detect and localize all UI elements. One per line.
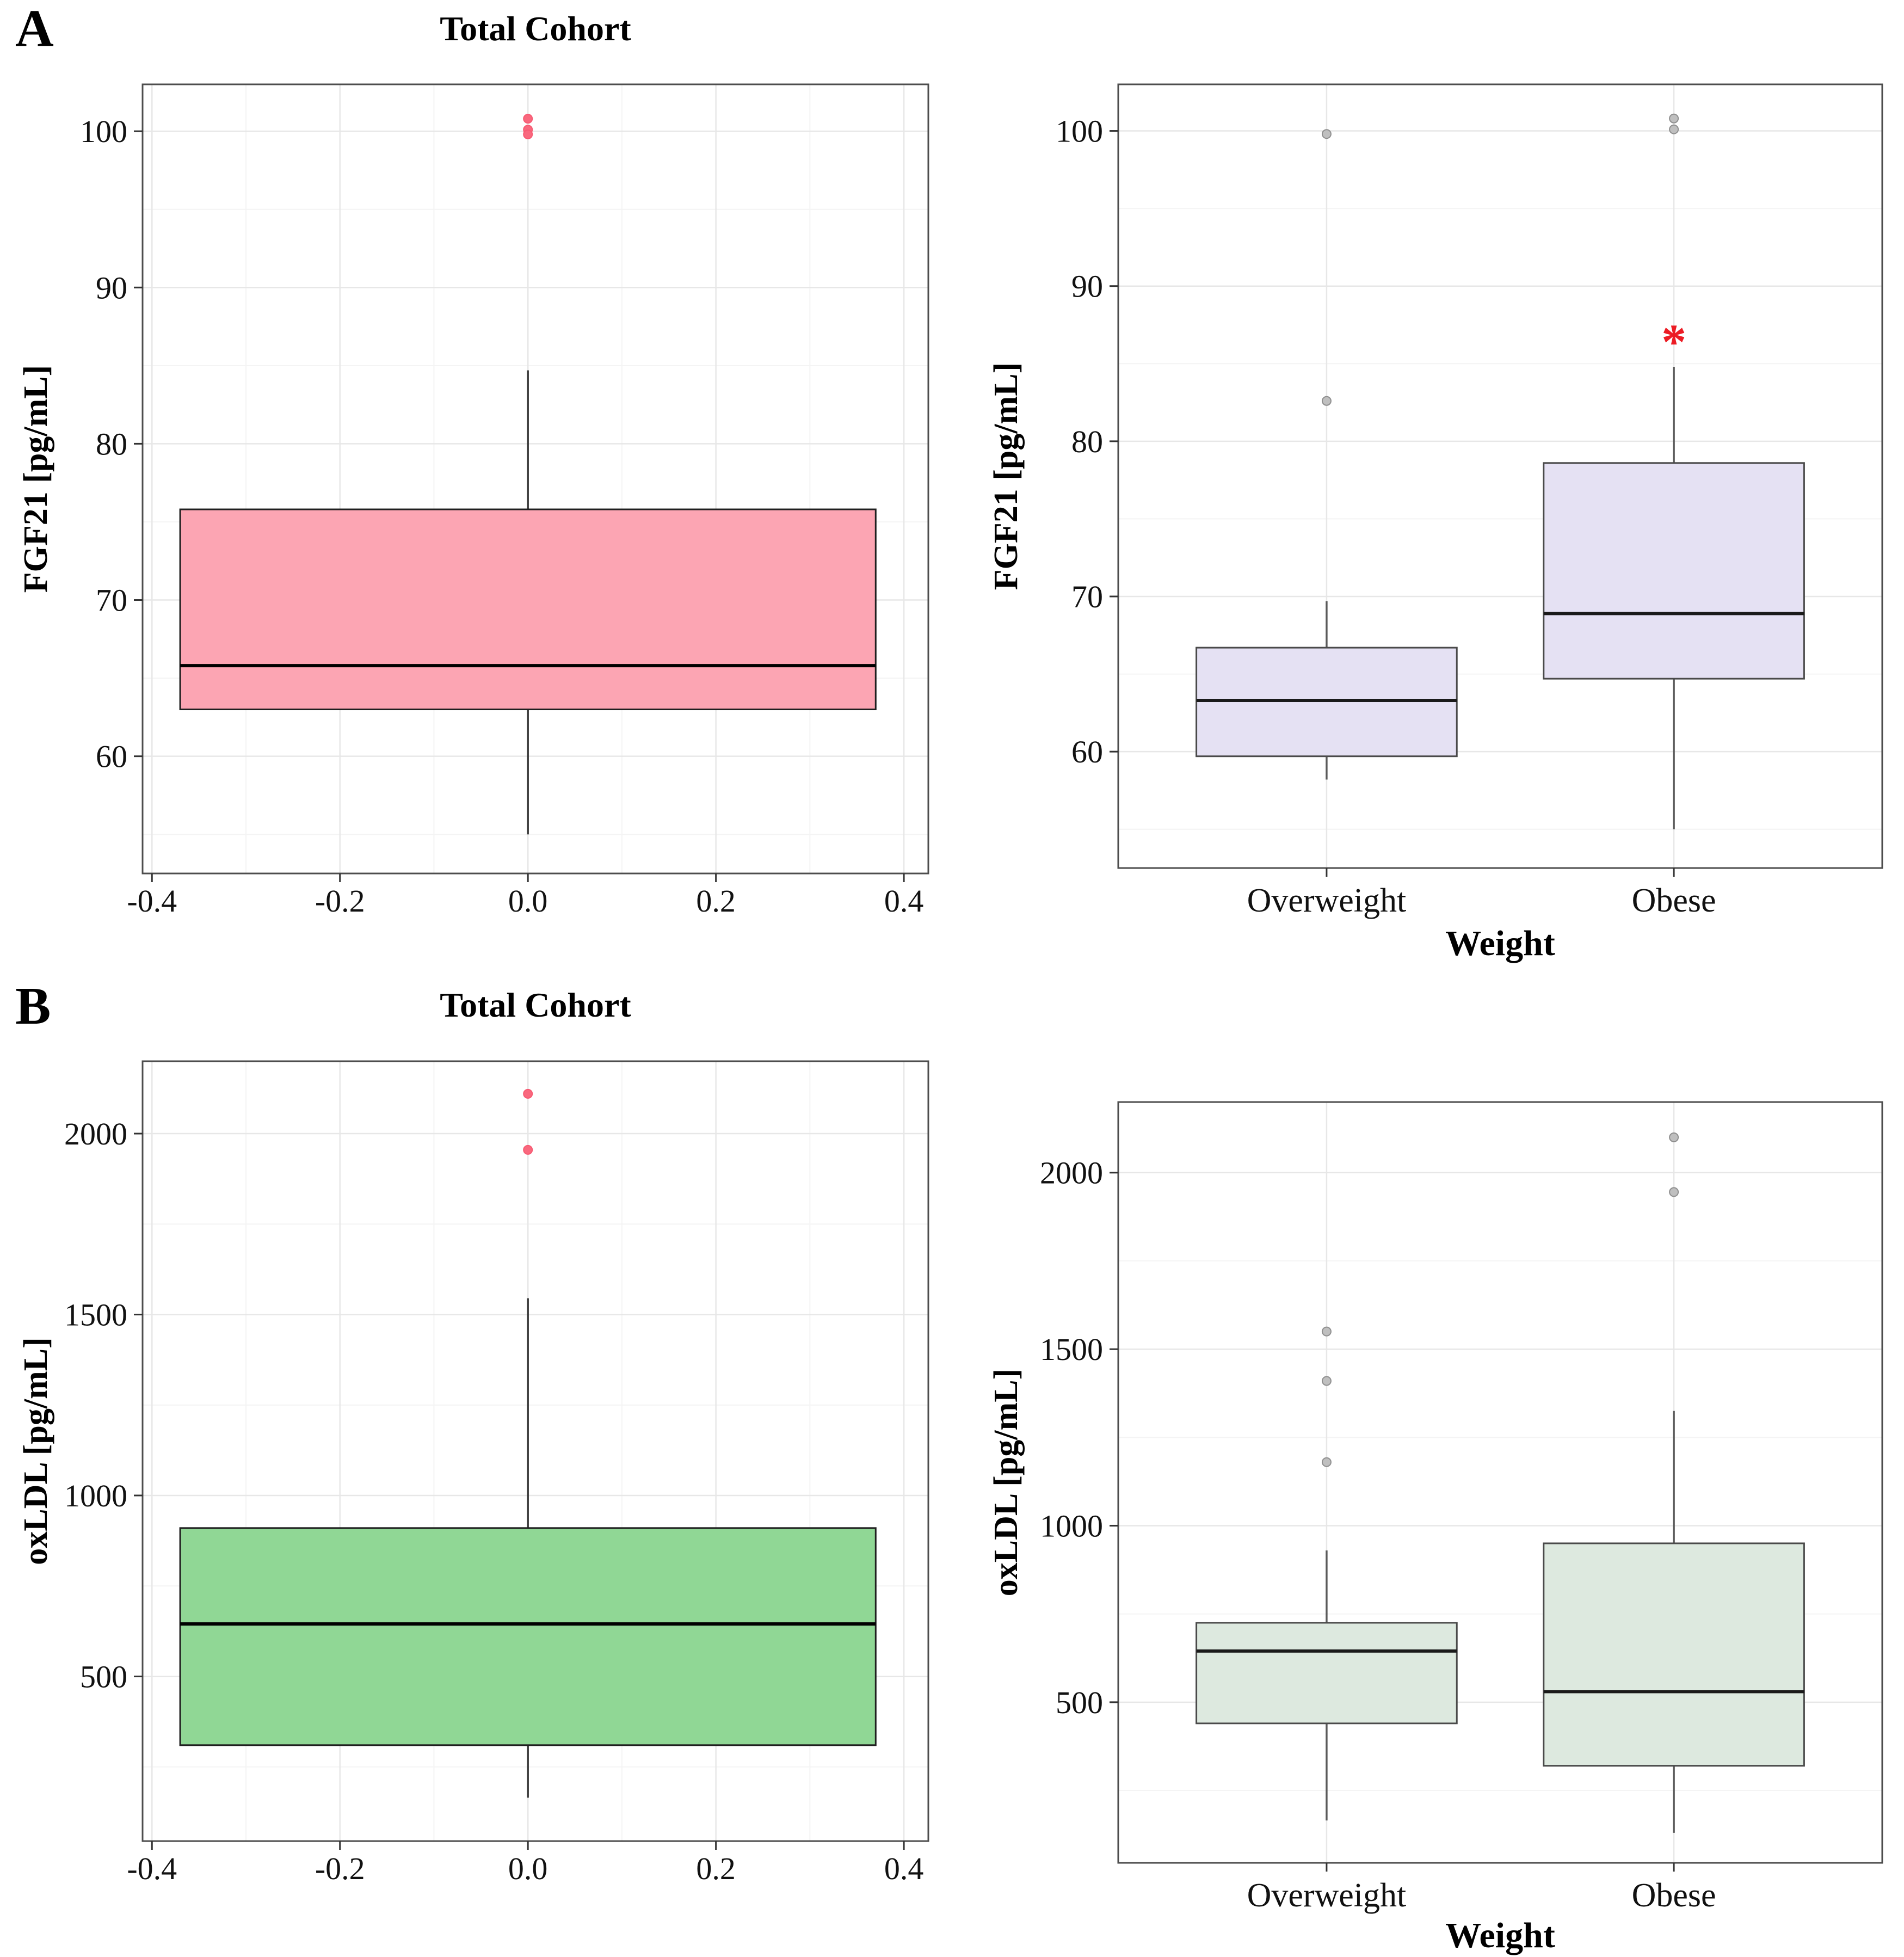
x-tick-label: 0.2 xyxy=(696,1851,736,1886)
y-tick-label: 70 xyxy=(1071,579,1103,614)
y-tick-label: 90 xyxy=(1071,269,1103,304)
y-tick-label: 80 xyxy=(96,426,127,461)
y-tick-label: 500 xyxy=(80,1659,127,1694)
boxplot-obese xyxy=(1543,1132,1805,1833)
boxplot-total-cohort xyxy=(179,114,877,835)
y-tick-label: 1000 xyxy=(64,1478,127,1513)
x-tick-label: -0.4 xyxy=(127,1851,177,1886)
outlier-point xyxy=(523,1088,533,1099)
panel-b-label: B xyxy=(15,977,51,1036)
x-category-label: Overweight xyxy=(1247,1877,1407,1914)
x-tick-label: 0.4 xyxy=(884,883,924,919)
oxldl-total-cohort-boxplot: 500 1000 1500 2000 -0.4 -0.2 0.0 0.2 0.4 oxLDL [p… xyxy=(17,1060,929,1886)
outlier-point xyxy=(1321,1326,1332,1337)
iqr-box xyxy=(1543,1542,1805,1767)
fgf21-total-cohort-boxplot: 60 70 80 90 100 -0.4 -0.2 0.0 0.2 0.4 FGF21 [pg/mL… xyxy=(17,83,929,919)
y-tick-label: 1000 xyxy=(1040,1508,1103,1543)
x-tick-label: 0.0 xyxy=(508,1851,548,1886)
y-tick-label: 500 xyxy=(1056,1685,1103,1720)
iqr-box xyxy=(1543,462,1805,680)
plot-title-oxldl-total: Total Cohort xyxy=(440,986,631,1024)
y-axis-title: oxLDL [pg/mL] xyxy=(988,1369,1025,1597)
boxplot-overweight xyxy=(1196,1326,1458,1821)
outlier-point xyxy=(1321,396,1332,406)
outlier-point xyxy=(1321,1457,1332,1467)
y-tick-label: 100 xyxy=(80,114,127,149)
x-axis-title: Weight xyxy=(1445,924,1555,963)
y-axis-title: FGF21 [pg/mL] xyxy=(17,365,54,593)
oxldl-total-cohort: 500 1000 1500 2000 -0.4 -0.2 0.0 0.2 0.4 oxLDL [p… xyxy=(17,1060,929,1886)
iqr-box xyxy=(1196,1622,1458,1725)
outlier-point xyxy=(1669,1132,1679,1142)
plot-title-fgf21-total: Total Cohort xyxy=(440,9,631,48)
outlier-point xyxy=(1669,124,1679,134)
outlier-point xyxy=(1669,1187,1679,1197)
outlier-point xyxy=(523,114,533,124)
y-axis-title: oxLDL [pg/mL] xyxy=(17,1337,54,1565)
fgf21-total-cohort: 60 70 80 90 100 -0.4 -0.2 0.0 0.2 0.4 FGF21 [pg/mL… xyxy=(17,83,929,919)
oxldl-by-weight: 500 1000 1500 2000 Overweight Obese oxLDL [pg/… xyxy=(988,1101,1883,1955)
y-tick-label: 60 xyxy=(96,739,127,774)
y-tick-label: 2000 xyxy=(64,1116,127,1152)
boxplot-obese xyxy=(1543,113,1805,829)
x-category-label: Obese xyxy=(1632,882,1716,919)
outlier-point xyxy=(523,1144,533,1155)
significance-asterisk: * xyxy=(1661,314,1686,370)
x-tick-label: -0.2 xyxy=(315,883,365,919)
x-tick-label: 0.4 xyxy=(884,1851,924,1886)
panel-border xyxy=(1117,83,1883,869)
fgf21-by-weight: * 60 70 80 90 100 Overweight Obese FGF21 [pg/mL]… xyxy=(988,83,1883,963)
outlier-point xyxy=(523,129,533,139)
panel-a-label: A xyxy=(15,0,54,58)
y-tick-label: 90 xyxy=(96,270,127,305)
y-tick-label: 60 xyxy=(1071,734,1103,770)
y-tick-label: 100 xyxy=(1056,114,1103,149)
iqr-box xyxy=(179,1527,877,1746)
boxplot-total-cohort xyxy=(179,1088,877,1798)
x-axis-title: Weight xyxy=(1445,1916,1555,1955)
y-axis-title: FGF21 [pg/mL] xyxy=(988,362,1025,590)
x-tick-label: -0.4 xyxy=(127,883,177,919)
x-category-label: Obese xyxy=(1632,1877,1716,1914)
x-category-label: Overweight xyxy=(1247,882,1407,919)
outlier-point xyxy=(1321,129,1332,139)
outlier-point xyxy=(1669,113,1679,124)
x-tick-label: -0.2 xyxy=(315,1851,365,1886)
y-tick-label: 2000 xyxy=(1040,1155,1103,1191)
x-tick-label: 0.2 xyxy=(696,883,736,919)
y-tick-label: 1500 xyxy=(1040,1332,1103,1367)
y-tick-label: 70 xyxy=(96,583,127,618)
y-tick-label: 1500 xyxy=(64,1297,127,1332)
x-tick-label: 0.0 xyxy=(508,883,548,919)
fgf21-by-weight-boxplot: * 60 70 80 90 100 Overweight Obese FGF21 [pg/mL]… xyxy=(988,83,1883,963)
boxplot-overweight xyxy=(1196,129,1458,780)
iqr-box xyxy=(179,508,877,711)
panel-border xyxy=(141,1060,929,1842)
panel-border xyxy=(1117,1101,1883,1864)
outlier-point xyxy=(1321,1376,1332,1386)
y-tick-label: 80 xyxy=(1071,424,1103,459)
oxldl-by-weight-boxplot: 500 1000 1500 2000 Overweight Obese oxLDL [pg/… xyxy=(988,1101,1883,1955)
panel-border xyxy=(141,83,929,875)
